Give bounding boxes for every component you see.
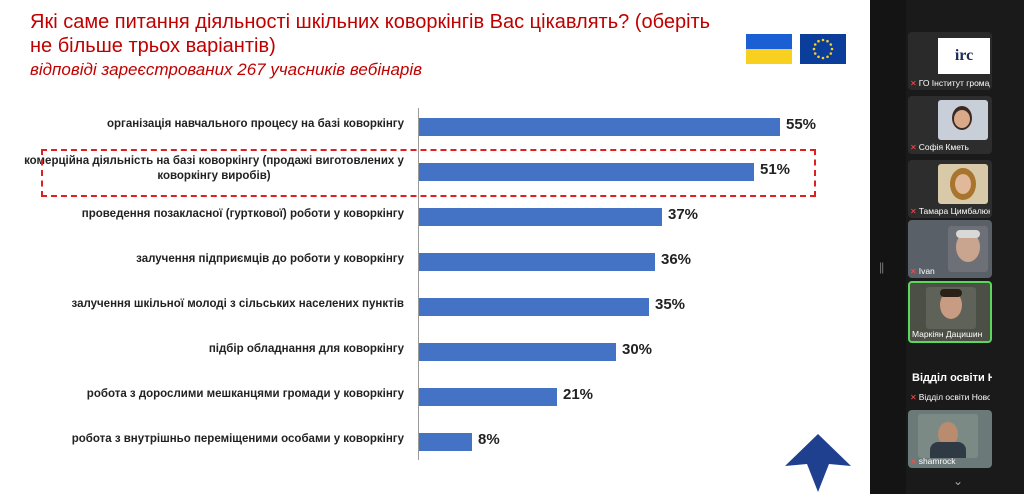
value-label: 51% <box>760 161 791 178</box>
value-label: 21% <box>563 386 594 403</box>
presentation-slide: Які саме питання діяльності шкільних ков… <box>0 0 870 494</box>
mic-off-icon: ✕ <box>910 206 917 216</box>
value-label: 55% <box>786 116 817 133</box>
chart-row: комерційна діяльність на базі коворкінгу… <box>0 147 870 191</box>
category-label: комерційна діяльність на базі коворкінгу… <box>24 155 404 182</box>
participant-name: ГО Інститут громадян... <box>918 78 990 88</box>
value-label: 35% <box>655 296 686 313</box>
category-label: робота з внутрішньо переміщеними особами… <box>71 432 404 445</box>
mic-off-icon: ✕ <box>910 266 917 276</box>
bar <box>419 343 616 361</box>
participant-name: Ivan <box>918 266 935 276</box>
participant-name: Тамара Цимбалюк <box>918 206 990 216</box>
category-label: підбір обладнання для коворкінгу <box>208 342 404 355</box>
bar <box>419 253 655 271</box>
chart-row: залучення шкільної молоді з сільських на… <box>0 282 870 326</box>
participant-name: Відділ освіти Новосло... <box>918 392 990 402</box>
chart-row: залучення підприємців до роботи у коворк… <box>0 237 870 281</box>
chart-axis-line <box>418 108 419 460</box>
bar <box>419 388 557 406</box>
category-label: організація навчального процесу на базі … <box>106 117 404 130</box>
bar <box>419 118 780 136</box>
mic-off-icon: ✕ <box>910 456 917 466</box>
chart-row: підбір обладнання для коворкінгу 30% <box>0 327 870 371</box>
bar <box>419 163 754 181</box>
participant-name: Софія Кметь <box>918 142 969 152</box>
ukraine-flag-icon <box>746 34 792 64</box>
chevron-down-icon[interactable]: ⌄ <box>953 474 964 488</box>
participant-video <box>926 287 976 329</box>
eu-flag-icon <box>800 34 846 64</box>
bar-chart: організація навчального процесу на базі … <box>0 100 870 460</box>
bar <box>419 433 472 451</box>
participant-tile[interactable]: ✕ Софія Кметь <box>908 96 992 154</box>
participant-tile[interactable]: irc ✕ГО Інститут громадян... <box>908 32 992 90</box>
organization-logo: irc <box>938 38 990 74</box>
category-label: робота з дорослими мешканцями громади у … <box>86 387 404 400</box>
up-arrow-icon[interactable] <box>783 432 853 494</box>
chart-row: проведення позакласної (гурткової) робот… <box>0 192 870 236</box>
participant-name: shamrock <box>918 456 956 466</box>
category-label: проведення позакласної (гурткової) робот… <box>81 207 404 220</box>
value-label: 8% <box>478 431 500 448</box>
participant-video <box>938 100 988 140</box>
mic-off-icon: ✕ <box>910 392 917 402</box>
participant-video <box>938 164 988 204</box>
chart-row: робота з дорослими мешканцями громади у … <box>0 372 870 416</box>
bar <box>419 208 662 226</box>
resize-handle-icon[interactable]: || <box>879 260 884 274</box>
participant-tile[interactable]: Відділ освіти Н... ✕Відділ освіти Новосл… <box>908 352 992 404</box>
participant-display-name: Відділ освіти Н... <box>912 372 992 384</box>
slide-title: Які саме питання діяльності шкільних ков… <box>30 11 711 57</box>
highlight-dashed-box <box>41 149 816 197</box>
category-label: залучення підприємців до роботи у коворк… <box>136 252 404 265</box>
category-label: залучення шкільної молоді з сільських на… <box>71 297 405 310</box>
chart-row: робота з внутрішньо переміщеними особами… <box>0 417 870 461</box>
bar <box>419 298 649 316</box>
participant-tile-active[interactable]: Маркіян Дацишин <box>908 281 992 343</box>
participant-video <box>948 226 988 272</box>
participant-video <box>918 414 978 458</box>
value-label: 30% <box>622 341 653 358</box>
participant-tile[interactable]: ✕ shamrock <box>908 410 992 468</box>
logo-text: irc <box>954 47 974 64</box>
value-label: 36% <box>661 251 692 268</box>
mic-off-icon: ✕ <box>910 78 917 88</box>
participant-tile[interactable]: ✕ Ivan <box>908 220 992 278</box>
participant-tile[interactable]: ✕ Тамара Цимбалюк <box>908 160 992 218</box>
panel-divider <box>870 0 906 494</box>
participant-name: Маркіян Дацишин <box>912 329 983 339</box>
participants-panel: irc ✕ГО Інститут громадян... ✕Софія Кмет… <box>906 0 1024 494</box>
value-label: 37% <box>668 206 699 223</box>
chart-row: організація навчального процесу на базі … <box>0 102 870 146</box>
mic-off-icon: ✕ <box>910 142 917 152</box>
slide-subtitle: відповіді зареєстрованих 267 учасників в… <box>30 60 423 79</box>
